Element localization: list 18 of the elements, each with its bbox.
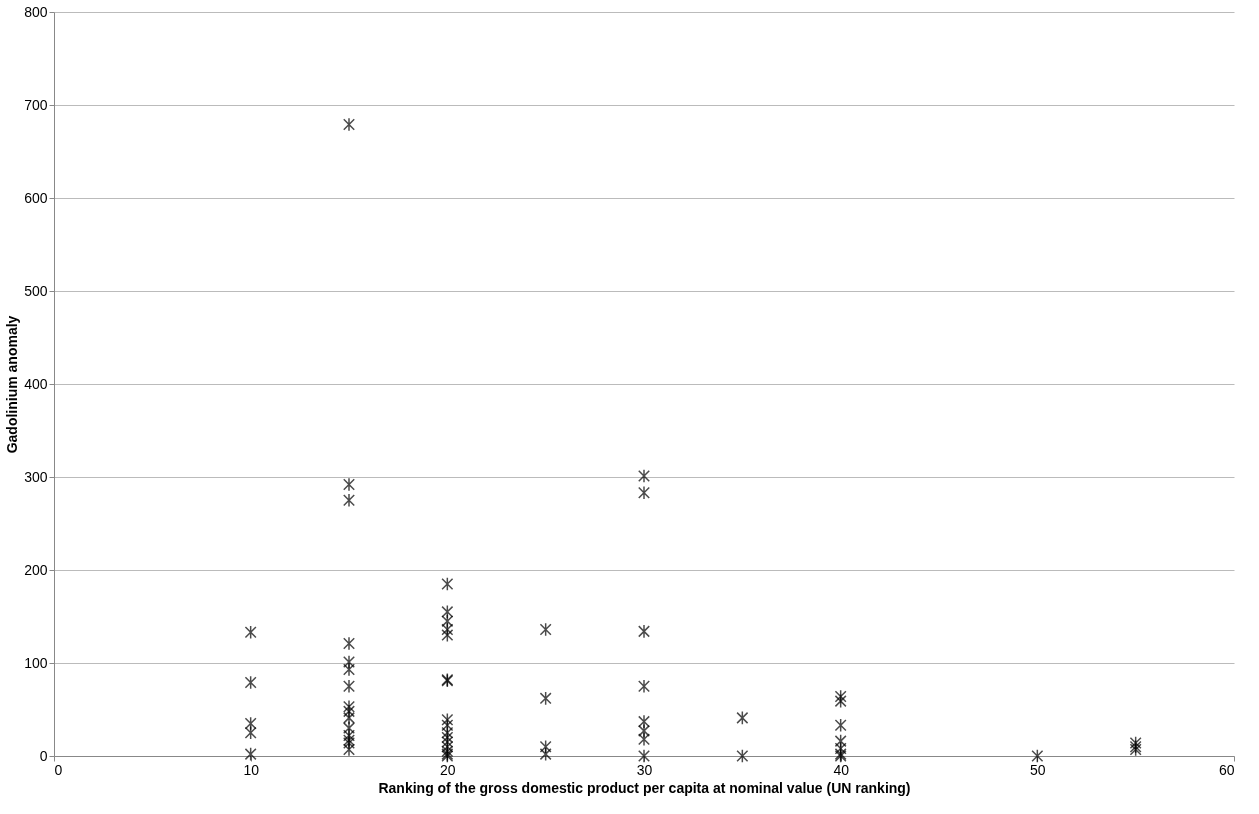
- y-tick-label: 400: [24, 375, 48, 392]
- y-tick-label: 100: [24, 654, 48, 671]
- y-tick-label: 800: [24, 3, 48, 20]
- y-tick-label: 0: [39, 747, 48, 764]
- x-tick-label: 40: [833, 761, 850, 778]
- x-tick-label: 0: [54, 761, 63, 778]
- y-axis-title: Gadolinium anomaly: [4, 315, 21, 454]
- y-tick-label: 600: [24, 189, 48, 206]
- x-tick-label: 50: [1030, 761, 1046, 778]
- x-tick-label: 10: [243, 761, 260, 778]
- y-tick-label: 700: [24, 96, 48, 113]
- x-axis-title: Ranking of the gross domestic product per capita at nominal value (UN ranking): [378, 779, 911, 796]
- x-tick-label: 30: [636, 761, 653, 778]
- x-tick-label: 20: [440, 761, 456, 778]
- y-tick-label: 200: [24, 561, 48, 578]
- y-tick-label: 500: [24, 282, 48, 299]
- y-tick-label: 300: [24, 468, 48, 485]
- x-tick-label: 60: [1218, 761, 1235, 778]
